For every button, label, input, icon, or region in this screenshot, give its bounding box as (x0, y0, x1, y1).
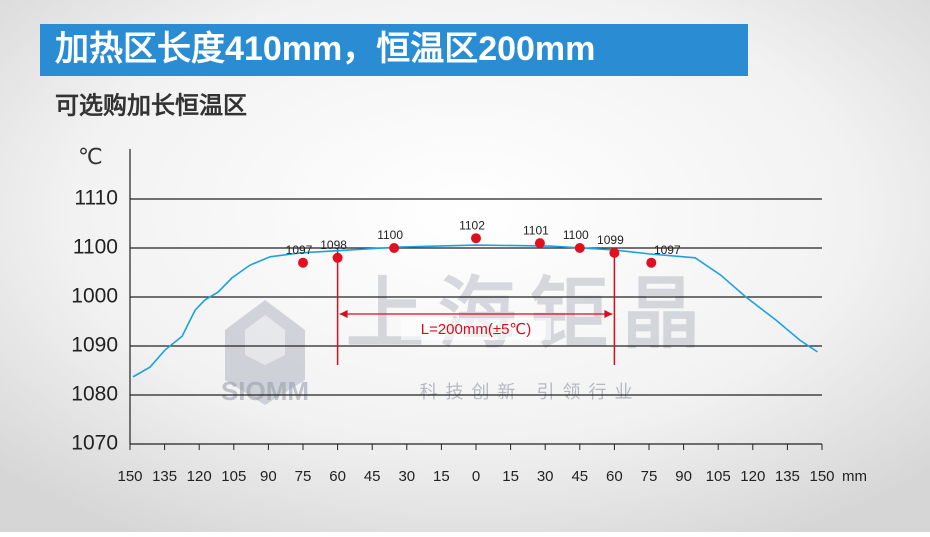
y-tick-label: 1110 (74, 187, 118, 210)
x-tick-label: 75 (641, 468, 658, 485)
measure-point (574, 243, 585, 253)
x-tick-label: 30 (537, 468, 554, 485)
x-tick-label: 105 (706, 468, 731, 485)
x-tick-label: 15 (502, 468, 519, 485)
annotation-bg (401, 318, 551, 340)
y-tick-label: 1090 (71, 334, 118, 357)
arrow-head (604, 310, 613, 318)
subtitle: 可选购加长恒温区 (55, 92, 247, 119)
chart-title: 加热区长度410mm，恒温区200mm (55, 30, 595, 68)
y-tick-label: 1080 (71, 383, 118, 406)
x-tick-label: 135 (152, 468, 177, 485)
measure-point (332, 252, 343, 263)
data-label: 1101 (523, 223, 549, 237)
title-banner (40, 24, 748, 76)
measure-point (609, 247, 620, 258)
x-tick-label: 120 (740, 468, 765, 485)
x-tick-label: 150 (117, 468, 142, 485)
x-tick-label: 105 (221, 468, 246, 485)
data-label: 1098 (320, 238, 347, 252)
x-tick-label: 90 (260, 468, 277, 485)
x-tick-label: 90 (675, 468, 692, 485)
measure-point (471, 233, 481, 244)
x-tick-label: 30 (398, 468, 415, 485)
measure-point (298, 257, 308, 268)
x-tick-label: 0 (472, 468, 480, 485)
x-tick-label: 45 (364, 468, 381, 485)
x-axis-label: mm (842, 468, 867, 485)
watermark-brand: SIOMM (221, 376, 309, 406)
x-tick-label: 135 (775, 468, 800, 485)
measure-point (389, 243, 400, 253)
watermark-slogan: 科技创新 引领行业 (419, 382, 640, 402)
x-tick-label: 120 (187, 468, 212, 485)
data-label: 1099 (597, 233, 624, 247)
y-tick-label: 1100 (73, 236, 118, 259)
data-label: 1100 (377, 228, 403, 242)
measure-point (534, 238, 545, 249)
data-label: 1097 (654, 243, 681, 257)
measure-point (646, 257, 657, 268)
y-tick-label: 1070 (71, 432, 118, 455)
x-tick-label: 60 (606, 468, 623, 485)
x-tick-label: 45 (571, 468, 588, 485)
data-label: 1102 (459, 218, 485, 232)
temperature-curve (132, 244, 818, 378)
x-tick-label: 60 (329, 468, 346, 485)
annotation: L=200mm(±5℃) (421, 321, 532, 338)
y-axis-label: ℃ (78, 144, 103, 169)
data-label: 1100 (563, 228, 589, 242)
watermark-logo (225, 300, 305, 405)
y-tick-label: 1000 (71, 285, 118, 308)
x-tick-label: 15 (433, 468, 450, 485)
arrow-head (339, 310, 348, 318)
x-tick-label: 150 (809, 468, 834, 485)
x-tick-label: 75 (295, 468, 312, 485)
data-label: 1097 (286, 243, 313, 257)
